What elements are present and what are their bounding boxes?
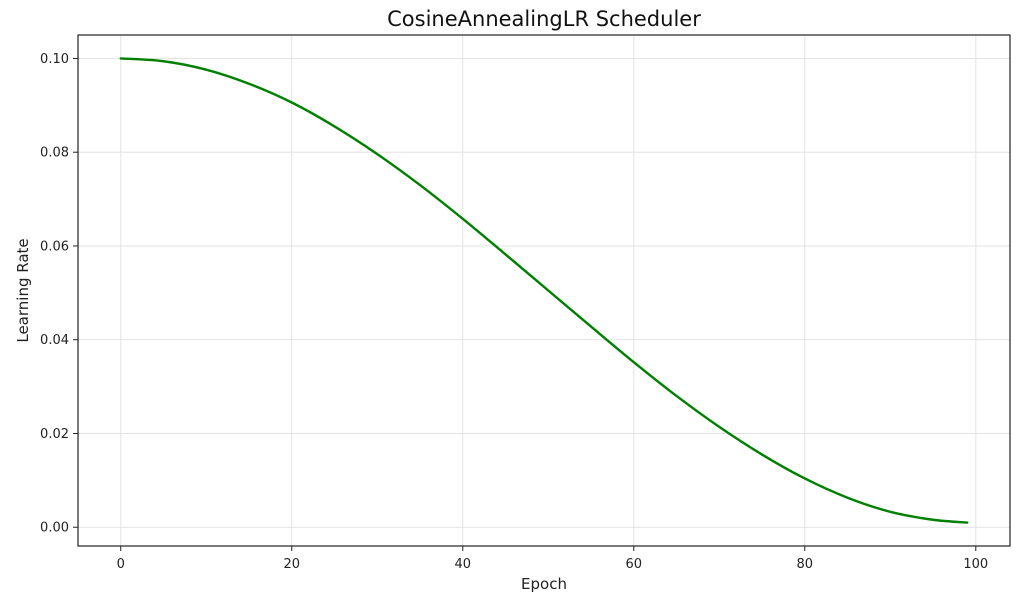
y-tick-label: 0.08 <box>40 146 69 161</box>
x-tick-label: 40 <box>454 557 471 572</box>
ticks: 0 20 40 60 80 100 0.00 0.02 0.04 0.06 0.08 0.10 <box>40 52 988 572</box>
x-tick-label: 0 <box>117 557 125 572</box>
grid <box>78 35 1010 546</box>
x-tick-label: 20 <box>283 557 300 572</box>
y-tick-label: 0.10 <box>40 52 69 67</box>
x-tick-label: 100 <box>963 557 988 572</box>
x-tick-label: 80 <box>797 557 814 572</box>
y-tick-label: 0.04 <box>40 333 69 348</box>
y-tick-label: 0.02 <box>40 427 69 442</box>
series-line-0 <box>119 57 969 524</box>
x-tick-label: 60 <box>626 557 643 572</box>
y-tick-label: 0.06 <box>40 239 69 254</box>
x-axis-label: Epoch <box>521 575 567 593</box>
chart-title: CosineAnnealingLR Scheduler <box>387 7 701 31</box>
y-tick-label: 0.00 <box>40 521 69 536</box>
plot-area-frame <box>77 34 1011 547</box>
series-layer <box>119 57 969 524</box>
y-axis-label: Learning Rate <box>14 238 32 342</box>
